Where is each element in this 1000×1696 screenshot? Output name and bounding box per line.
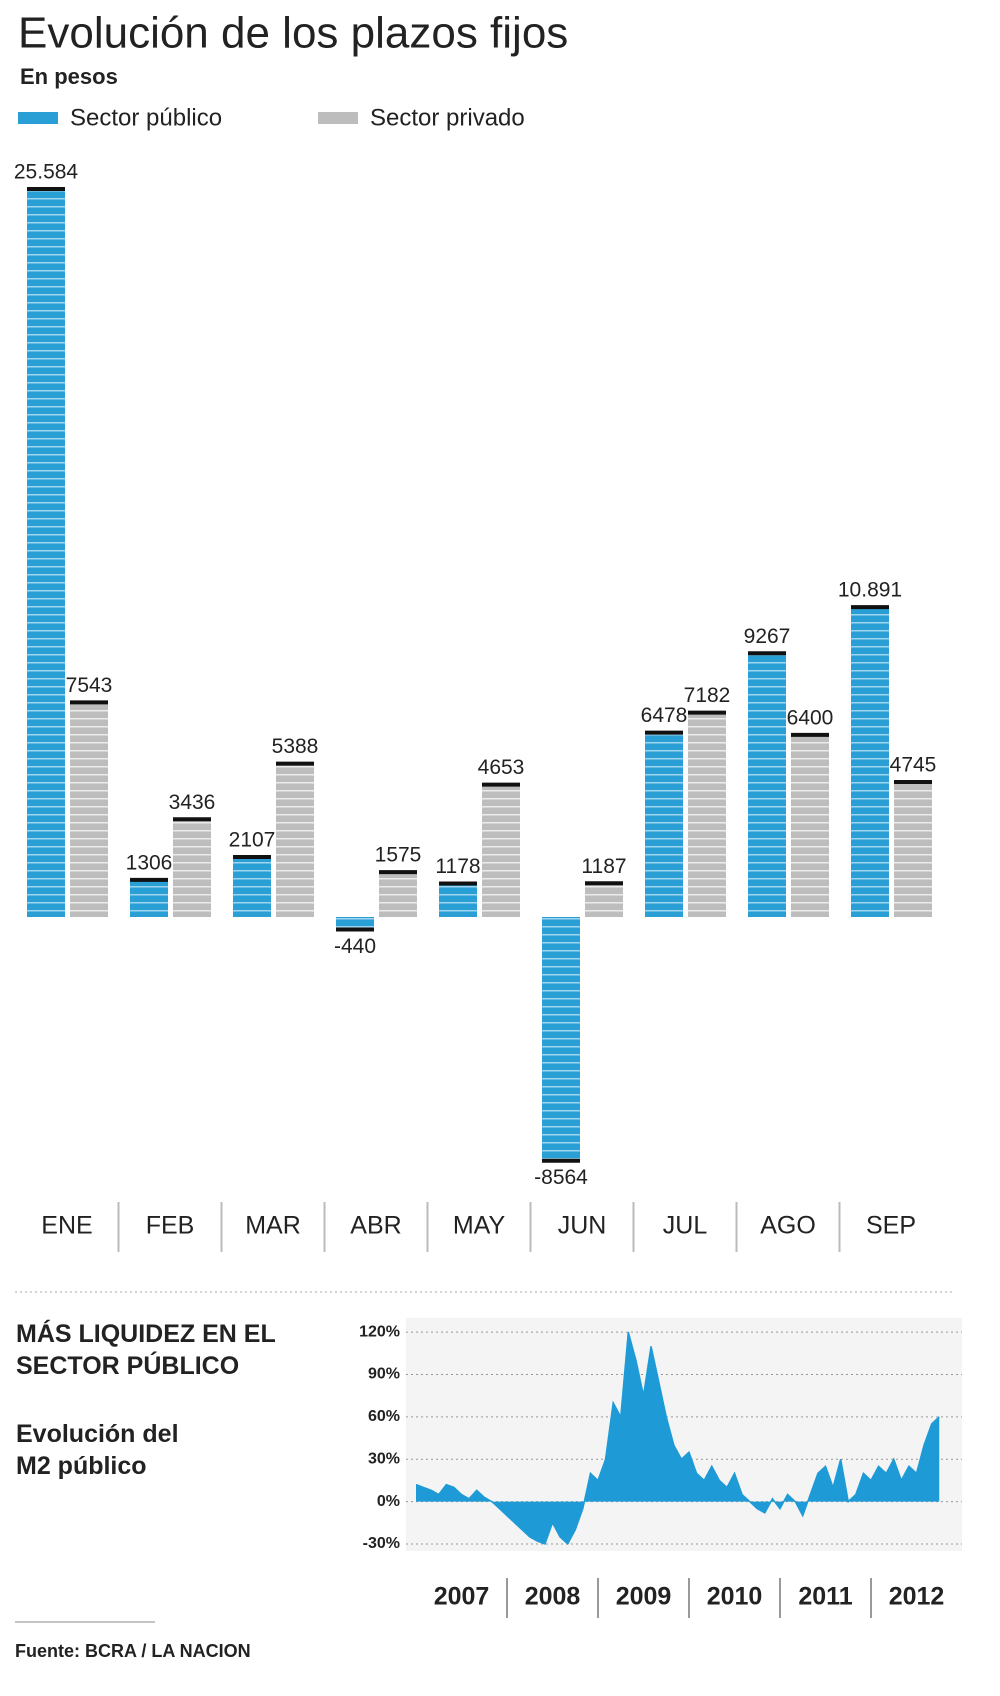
- bar: [276, 763, 314, 917]
- x-tick-label: JUL: [663, 1212, 708, 1240]
- y-tick-label: 0%: [377, 1493, 400, 1510]
- value-label: 5388: [272, 735, 319, 758]
- bar: [173, 819, 211, 917]
- x-tick-label: 2008: [525, 1583, 581, 1611]
- bar: [791, 734, 829, 917]
- panel-title: MÁS LIQUIDEZ EN EL SECTOR PÚBLICO: [16, 1320, 276, 1380]
- x-tick-label: MAR: [245, 1212, 301, 1240]
- x-tick-label: ABR: [350, 1212, 401, 1240]
- legend-label: Sector público: [70, 104, 222, 131]
- x-tick-label: SEP: [866, 1212, 916, 1240]
- area-line: [415, 1331, 940, 1546]
- value-label: 1575: [375, 844, 422, 867]
- legend-label: Sector privado: [370, 104, 525, 131]
- bar: [748, 653, 786, 917]
- bar: [336, 917, 374, 930]
- y-tick-label: 120%: [359, 1323, 400, 1340]
- bar: [70, 702, 108, 917]
- value-label: -440: [334, 935, 376, 958]
- value-label: 7182: [684, 684, 731, 707]
- y-tick-label: 90%: [368, 1366, 400, 1383]
- legend-swatch: [18, 112, 58, 124]
- area-fill: [416, 1332, 940, 1544]
- bar: [585, 883, 623, 917]
- bar: [542, 917, 580, 1161]
- x-tick-label: ENE: [41, 1212, 92, 1240]
- x-tick-label: JUN: [558, 1212, 607, 1240]
- y-tick-label: 30%: [368, 1450, 400, 1467]
- bar: [482, 784, 520, 917]
- value-label: 9267: [744, 625, 791, 648]
- source: Fuente: BCRA / LA NACION: [15, 1641, 251, 1661]
- bar: [645, 732, 683, 917]
- value-label: 25.584: [14, 161, 79, 184]
- bar: [439, 883, 477, 917]
- value-label: -8564: [534, 1166, 588, 1189]
- bar: [894, 781, 932, 917]
- x-tick-label: 2007: [434, 1583, 490, 1611]
- value-label: 1187: [581, 855, 626, 878]
- value-label: 4745: [890, 754, 937, 777]
- x-tick-label: 2010: [707, 1583, 763, 1611]
- x-tick-label: AGO: [760, 1212, 816, 1240]
- bar: [688, 712, 726, 917]
- bar: [851, 607, 889, 917]
- value-label: 6400: [787, 706, 834, 729]
- y-tick-label: 60%: [368, 1408, 400, 1425]
- plot-background: [406, 1318, 962, 1551]
- bar: [233, 857, 271, 917]
- x-tick-label: 2009: [616, 1583, 672, 1611]
- x-tick-label: MAY: [453, 1212, 506, 1240]
- x-tick-label: 2011: [798, 1583, 852, 1611]
- legend-swatch: [318, 112, 358, 124]
- value-label: 2107: [229, 829, 276, 852]
- y-tick-label: -30%: [363, 1535, 400, 1552]
- value-label: 3436: [169, 791, 216, 814]
- bar: [379, 872, 417, 917]
- panel-subtitle: Evolución del M2 público: [16, 1420, 179, 1480]
- chart-subtitle: En pesos: [20, 64, 118, 89]
- value-label: 7543: [66, 674, 113, 697]
- value-label: 6478: [641, 704, 688, 727]
- x-tick-label: 2012: [889, 1583, 945, 1611]
- x-tick-label: FEB: [146, 1212, 195, 1240]
- bar: [130, 879, 168, 917]
- value-label: 4653: [478, 756, 525, 779]
- chart-title: Evolución de los plazos fijos: [18, 9, 568, 58]
- value-label: 1178: [435, 855, 480, 878]
- bar: [27, 189, 65, 917]
- value-label: 1306: [126, 851, 173, 874]
- value-label: 10.891: [838, 579, 902, 602]
